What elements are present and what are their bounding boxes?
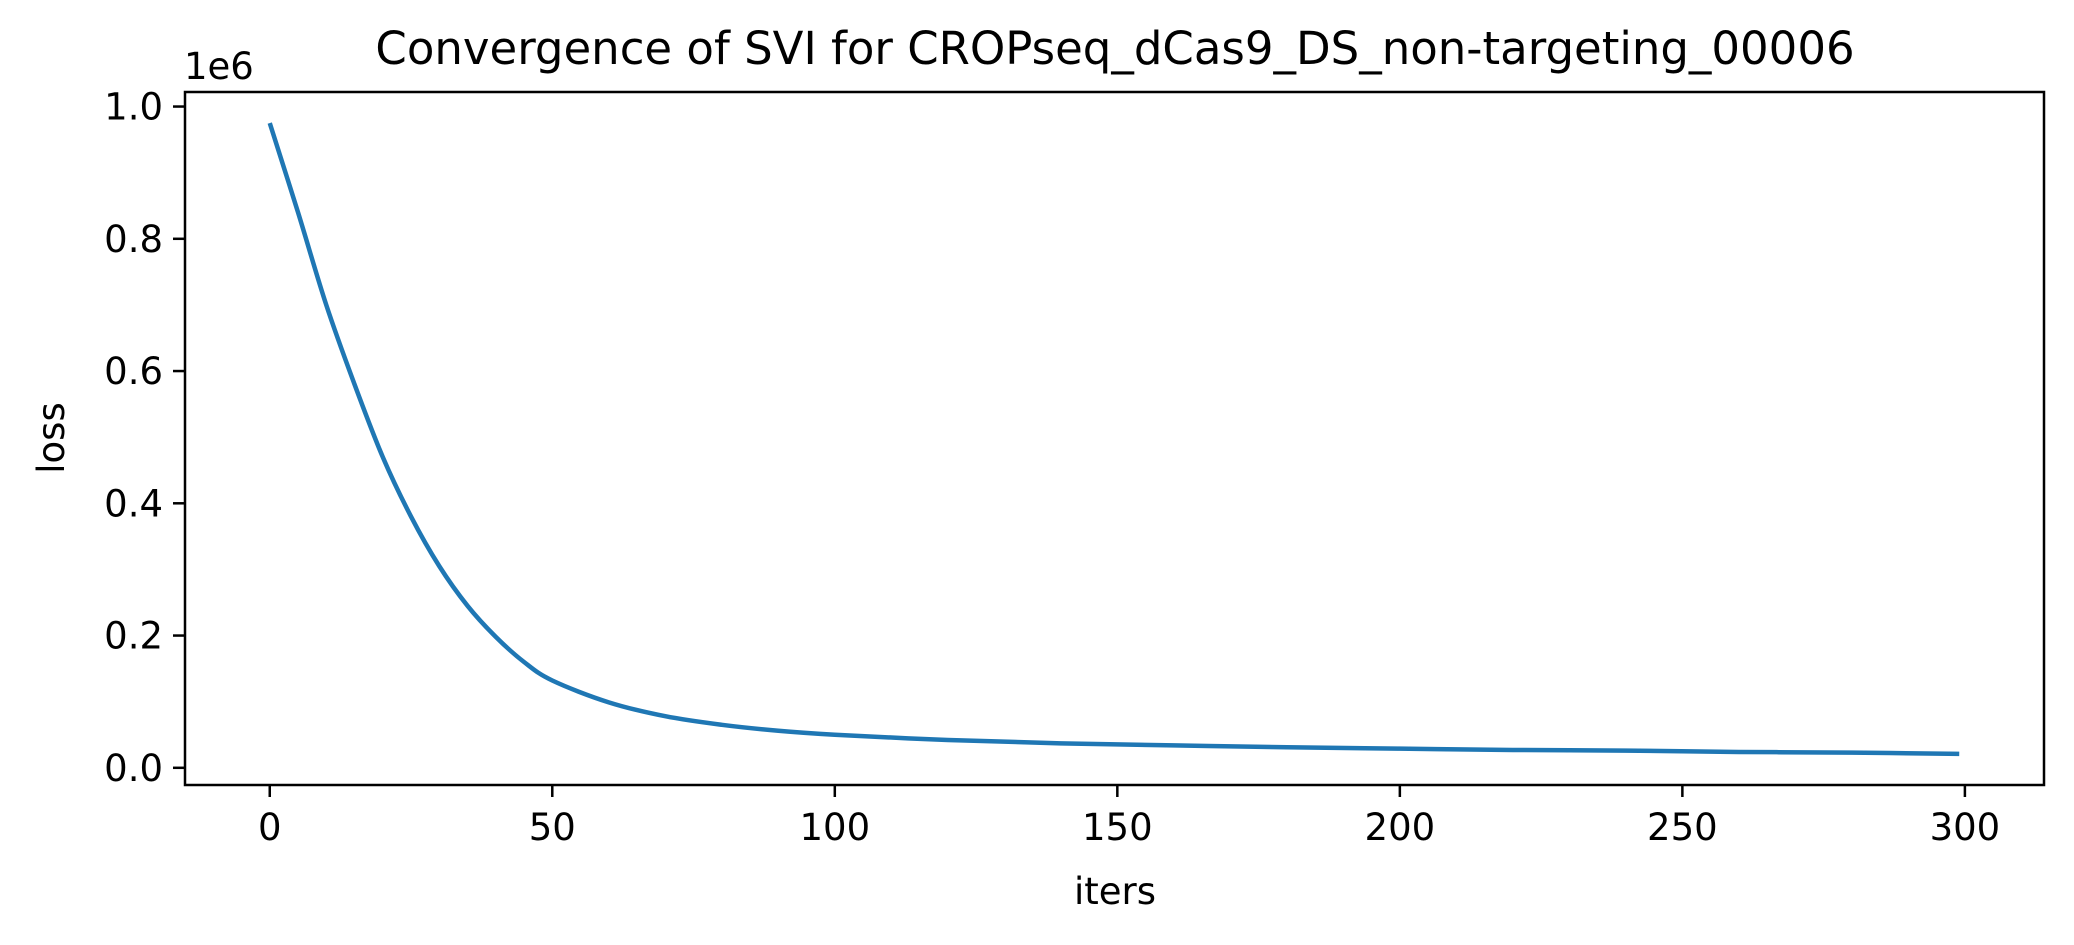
x-tick-label: 200 xyxy=(1365,806,1436,849)
x-tick-label: 100 xyxy=(799,806,870,849)
y-tick-label: 0.0 xyxy=(104,747,163,790)
y-offset-label: 1e6 xyxy=(184,45,254,88)
y-tick-label: 0.4 xyxy=(104,482,163,525)
x-axis: 0 50 100 150 200 250 300 xyxy=(258,785,2000,849)
x-tick-label: 50 xyxy=(529,806,576,849)
plot-area xyxy=(183,90,2046,787)
y-axis-label: loss xyxy=(30,402,73,473)
chart-title: Convergence of SVI for CROPseq_dCas9_DS_… xyxy=(375,22,1854,75)
x-axis-label: iters xyxy=(1074,870,1156,913)
y-tick-label: 0.6 xyxy=(104,350,163,393)
x-tick-label: 150 xyxy=(1082,806,1153,849)
series-line xyxy=(267,122,1960,757)
x-tick-label: 300 xyxy=(1930,806,2001,849)
y-tick-label: 1.0 xyxy=(104,86,163,129)
x-tick-label: 0 xyxy=(258,806,282,849)
y-tick-label: 0.2 xyxy=(104,615,163,658)
x-tick-label: 250 xyxy=(1647,806,1718,849)
y-tick-label: 0.8 xyxy=(104,218,163,261)
y-axis: 0.0 0.2 0.4 0.6 0.8 1.0 xyxy=(104,86,185,790)
plot-frame xyxy=(183,90,2046,787)
